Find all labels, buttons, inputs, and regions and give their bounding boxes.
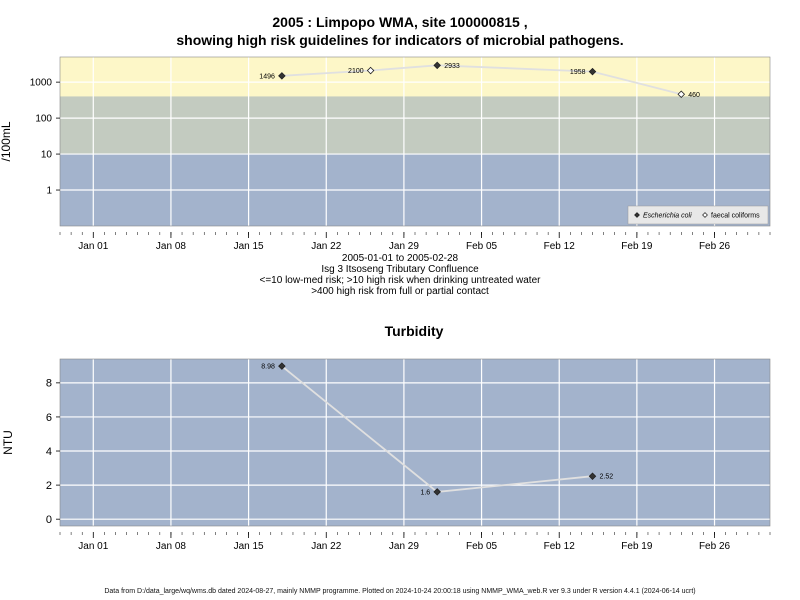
turbidity-title: Turbidity <box>385 323 444 339</box>
y-tick-label-3: 6 <box>46 412 52 424</box>
x-tick-label-1: Jan 08 <box>156 541 186 552</box>
data-point-0 <box>278 72 286 80</box>
data-label-2: 2.52 <box>600 474 614 481</box>
x-tick-label-0: Jan 01 <box>78 241 108 252</box>
x-tick-label-0: Jan 01 <box>78 541 108 552</box>
risk-band-1 <box>60 96 770 155</box>
x-tick-label-7: Feb 19 <box>621 541 653 552</box>
y-tick-label-2: 100 <box>35 114 52 125</box>
footer-note: Data from D:/data_large/wq/wms.db dated … <box>104 588 696 595</box>
x-tick-label-4: Jan 29 <box>389 241 419 252</box>
y-tick-label-1: 10 <box>41 150 53 161</box>
y-axis-label: /100mL <box>0 121 13 161</box>
site-caption: Isg 3 Itsoseng Tributary Confluence <box>321 264 479 275</box>
x-tick-label-5: Feb 05 <box>466 241 498 252</box>
legend-marker-0 <box>634 212 640 218</box>
legend-marker-1 <box>702 212 708 218</box>
legend-label-1: faecal coliforms <box>711 213 760 220</box>
chart-title-line-1: 2005 : Limpopo WMA, site 100000815 , <box>272 14 528 30</box>
risk-guideline-caption-1: <=10 low-med risk; >10 high risk when dr… <box>259 275 541 286</box>
data-label-1: 1.6 <box>420 489 430 496</box>
y-tick-label-0: 1 <box>46 186 52 197</box>
legend: Escherichia coli faecal coliforms <box>627 205 769 225</box>
data-label-0: 8.98 <box>261 364 275 371</box>
x-tick-label-3: Jan 22 <box>311 541 341 552</box>
x-tick-label-8: Feb 26 <box>699 541 731 552</box>
x-tick-label-3: Jan 22 <box>311 241 341 252</box>
chart-title-line-2: showing high risk guidelines for indicat… <box>176 32 624 48</box>
date-range-caption: 2005-01-01 to 2005-02-28 <box>341 253 459 264</box>
data-point-3 <box>588 67 597 76</box>
plot-panel <box>60 359 770 526</box>
x-tick-label-1: Jan 08 <box>156 241 186 252</box>
data-point-0 <box>278 362 286 370</box>
data-point-4 <box>677 90 686 99</box>
y-tick-label-2: 4 <box>46 446 52 458</box>
x-tick-label-6: Feb 12 <box>544 541 576 552</box>
panel-border <box>59 358 771 527</box>
x-tick-label-2: Jan 15 <box>234 241 264 252</box>
data-point-1 <box>433 488 441 496</box>
risk-guideline-caption-2: >400 high risk from full or partial cont… <box>311 286 489 297</box>
x-tick-label-8: Feb 26 <box>699 241 731 252</box>
data-label-2: 2933 <box>444 63 460 70</box>
y-tick-label-0: 0 <box>46 514 52 526</box>
data-label-4: 460 <box>688 92 700 99</box>
data-point-1 <box>366 66 375 75</box>
y-axis-label: NTU <box>1 430 15 455</box>
data-point-2 <box>588 472 597 481</box>
x-tick-label-2: Jan 15 <box>234 541 264 552</box>
data-label-1: 2100 <box>348 68 364 75</box>
data-label-0: 1496 <box>259 73 275 80</box>
panel-border <box>59 56 771 227</box>
microbial-chart: 1 10 100 1000 Jan 01 Jan 08 Jan 15 Jan 22 Jan 29… <box>0 56 771 252</box>
risk-band-2 <box>60 57 770 97</box>
legend-box <box>627 205 769 225</box>
x-tick-label-7: Feb 19 <box>621 241 653 252</box>
y-tick-label-1: 2 <box>46 480 52 492</box>
y-tick-label-4: 8 <box>46 378 52 390</box>
data-label-3: 1958 <box>570 69 586 76</box>
legend-label-0: Escherichia coli <box>643 213 692 220</box>
data-point-2 <box>433 61 441 70</box>
y-tick-label-3: 1000 <box>30 78 53 89</box>
x-tick-label-4: Jan 29 <box>389 541 419 552</box>
x-tick-label-6: Feb 12 <box>544 241 576 252</box>
turbidity-chart: Turbidity 0 2 4 6 8 Jan 01 Jan 08 Jan 15 Jan 22 Ja… <box>1 323 771 552</box>
x-tick-label-5: Feb 05 <box>466 541 498 552</box>
